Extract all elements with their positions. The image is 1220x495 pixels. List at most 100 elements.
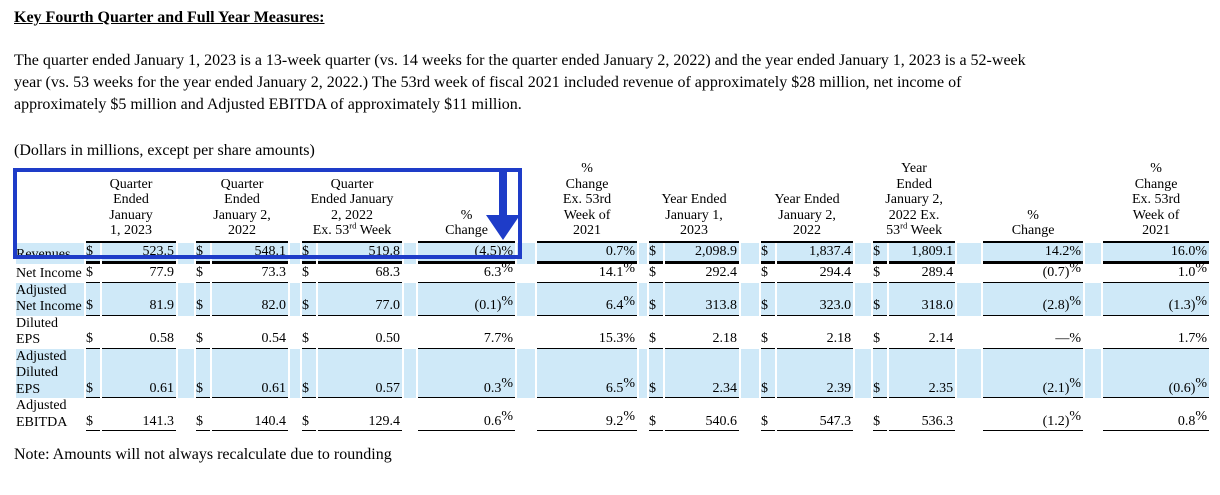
currency-symbol: $ [649, 242, 664, 264]
column-gap [290, 242, 301, 264]
cell-value: 2.34 [665, 348, 740, 398]
column-gap [178, 398, 194, 431]
currency-symbol: $ [649, 316, 664, 349]
cell-value: 77.0 [318, 282, 403, 316]
column-gap [290, 161, 300, 243]
currency-symbol: $ [873, 398, 888, 431]
intro-paragraph: The quarter ended January 1, 2023 is a 1… [14, 52, 1026, 113]
cell-value: 1,837.4 [777, 242, 854, 264]
column-gap [178, 264, 194, 283]
cell-percent: 6.3% [418, 261, 516, 283]
currency-symbol: $ [761, 264, 776, 283]
column-gap [855, 282, 872, 316]
table-header: Quarter Ended January 1, 2023 Quarter Ended Ja… [16, 161, 1210, 243]
currency-symbol: $ [649, 282, 664, 316]
cell-value: 547.3 [777, 398, 854, 431]
cell-percent: 1.0% [1103, 261, 1210, 283]
column-gap [855, 161, 871, 243]
col-header-7: Year Ended January 2, 2022 Ex. 53rd Week [873, 161, 956, 243]
column-gap [178, 282, 195, 316]
currency-symbol: $ [302, 264, 317, 283]
currency-symbol: $ [86, 282, 100, 316]
column-gap [1085, 161, 1101, 243]
table-row: Adjusted Diluted EPS $0.61 $0.61 $0.57 0.3% 6… [16, 348, 1210, 398]
cell-value: 140.4 [212, 398, 289, 431]
cell-value: 323.0 [777, 282, 854, 316]
column-gap [741, 264, 759, 283]
cell-percent: 6.5% [537, 348, 638, 398]
column-gap [1085, 348, 1102, 398]
currency-symbol: $ [196, 282, 211, 316]
column-gap [404, 316, 416, 349]
cell-value: 289.4 [889, 264, 956, 283]
measures-table-wrap: Quarter Ended January 1, 2023 Quarter Ended Ja… [13, 161, 1210, 431]
table-row: Diluted EPS $0.58 $0.54 $0.50 7.7% 15.3% $2.18… [16, 316, 1210, 349]
column-gap [957, 282, 982, 316]
cell-value: 81.9 [102, 282, 177, 316]
cell-value: 2,098.9 [665, 242, 740, 264]
cell-percent: 0.8% [1103, 398, 1210, 431]
column-gap [855, 398, 871, 431]
cell-percent: (1.2)% [983, 398, 1084, 431]
column-gap [290, 348, 301, 398]
column-gap [517, 282, 536, 316]
col-header-6: Year Ended January 2, 2022 [761, 161, 854, 243]
column-gap [1085, 242, 1102, 264]
currency-symbol: $ [302, 242, 317, 264]
column-gap [1085, 316, 1101, 349]
column-gap [290, 398, 300, 431]
column-gap [290, 264, 300, 283]
column-gap [1085, 264, 1101, 283]
currency-symbol: $ [873, 348, 888, 398]
column-gap [290, 316, 300, 349]
column-gap [639, 264, 647, 283]
col-header-4: % Change Ex. 53rd Week of 2021 [537, 161, 638, 243]
column-gap [639, 161, 647, 243]
cell-value: 0.54 [212, 316, 289, 349]
cell-percent: (0.1)% [418, 282, 516, 316]
cell-percent: 7.7% [418, 316, 516, 349]
table-row: Net Income $77.9 $73.3 $68.3 6.3% 14.1% $292.4… [16, 261, 1210, 283]
column-gap [639, 282, 648, 316]
cell-value: 523.5 [102, 242, 177, 264]
column-gap [741, 242, 760, 264]
currency-symbol: $ [873, 242, 888, 264]
column-gap [741, 348, 760, 398]
cell-value: 1,809.1 [889, 242, 956, 264]
column-gap [855, 348, 872, 398]
column-gap [957, 264, 981, 283]
currency-symbol: $ [86, 264, 100, 283]
column-gap [741, 316, 759, 349]
cell-value: 536.3 [889, 398, 956, 431]
column-gap [639, 348, 648, 398]
column-gap [404, 264, 416, 283]
currency-symbol: $ [302, 348, 317, 398]
cell-percent: (0.7)% [983, 261, 1084, 283]
column-gap [957, 242, 982, 264]
cell-value: 141.3 [102, 398, 177, 431]
column-gap [957, 398, 981, 431]
cell-percent: 0.7% [537, 242, 638, 264]
column-gap [178, 242, 195, 264]
cell-value: 540.6 [665, 398, 740, 431]
column-gap [741, 161, 759, 243]
currency-symbol: $ [761, 348, 776, 398]
cell-value: 294.4 [777, 264, 854, 283]
currency-symbol: $ [649, 348, 664, 398]
col-header-3: % Change [418, 161, 516, 243]
col-header-8: % Change [983, 161, 1084, 243]
currency-symbol: $ [302, 316, 317, 349]
column-gap [639, 398, 647, 431]
currency-symbol: $ [302, 282, 317, 316]
cell-value: 82.0 [212, 282, 289, 316]
row-label: Adjusted Net Income [16, 282, 84, 316]
cell-value: 77.9 [102, 264, 177, 283]
currency-symbol: $ [761, 242, 776, 264]
column-gap [517, 264, 535, 283]
currency-symbol: $ [649, 264, 664, 283]
column-gap [178, 348, 195, 398]
cell-percent: 1.7% [1103, 316, 1210, 349]
cell-value: 2.14 [889, 316, 956, 349]
document-page: Key Fourth Quarter and Full Year Measure… [13, 9, 1210, 463]
page-title: Key Fourth Quarter and Full Year Measure… [14, 9, 325, 26]
